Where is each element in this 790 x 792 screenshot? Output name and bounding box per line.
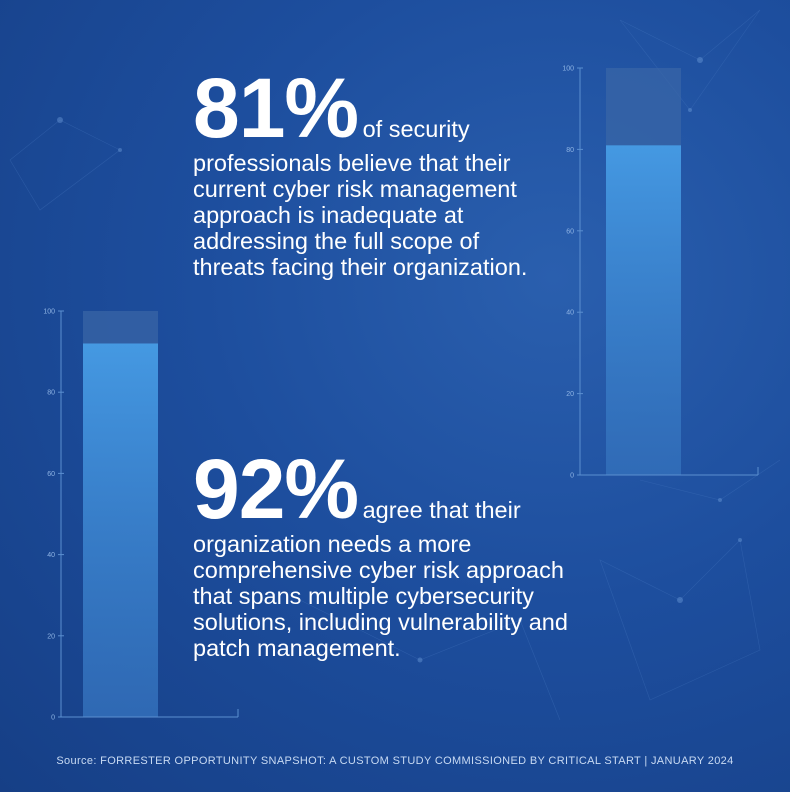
stat-81-line-4: addressing the full scope of <box>193 228 480 254</box>
stat-92-text-first: agree that their <box>362 497 521 523</box>
y-tick-label: 60 <box>566 228 574 235</box>
y-tick-label: 40 <box>566 310 574 317</box>
y-tick-label: 80 <box>566 147 574 154</box>
y-tick-label: 20 <box>566 391 574 398</box>
source-note: Source: FORRESTER OPPORTUNITY SNAPSHOT: … <box>56 755 734 767</box>
y-tick-label: 100 <box>562 66 574 73</box>
y-tick-label: 40 <box>47 552 55 559</box>
stat-92-line-3: that spans multiple cybersecurity <box>193 583 534 609</box>
y-tick-label: 20 <box>47 633 55 640</box>
stat-81-line-1: professionals believe that their <box>193 150 511 176</box>
stat-92-line-1: organization needs a more <box>193 531 472 557</box>
y-tick-label: 0 <box>570 473 574 480</box>
stat-81-percent: 81% <box>193 61 359 155</box>
bar-value <box>606 145 681 475</box>
stat-81: 81% of security professionals believe th… <box>193 66 573 280</box>
stat-81-line-2: current cyber risk management <box>193 176 517 202</box>
stat-92-line-2: comprehensive cyber risk approach <box>193 557 564 583</box>
stat-81-text-first: of security <box>362 116 470 142</box>
bar-value <box>83 343 158 717</box>
y-tick-label: 80 <box>47 390 55 397</box>
y-tick-label: 60 <box>47 471 55 478</box>
stat-92-line-4: solutions, including vulnerability and <box>193 609 568 635</box>
stat-81-line-3: approach is inadequate at <box>193 202 464 228</box>
stat-92-line-5: patch management. <box>193 635 401 661</box>
y-tick-label: 100 <box>43 309 55 316</box>
stat-92: 92% agree that their organization needs … <box>193 447 593 661</box>
stat-92-percent: 92% <box>193 442 359 536</box>
stat-81-line-5: threats facing their organization. <box>193 254 528 280</box>
y-tick-label: 0 <box>51 715 55 722</box>
